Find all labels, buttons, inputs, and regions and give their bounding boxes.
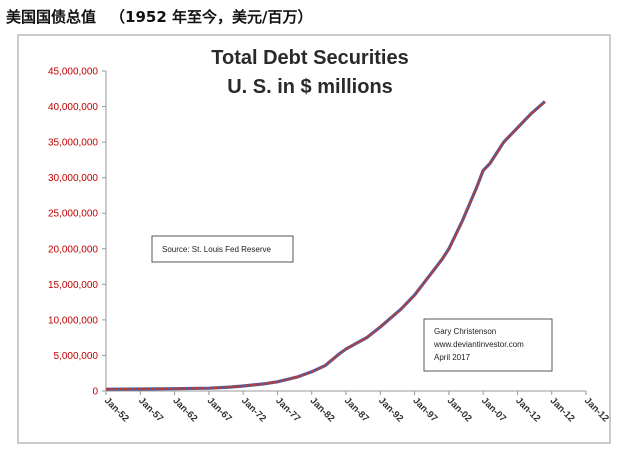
y-tick-label: 35,000,000 bbox=[48, 138, 98, 149]
y-tick-label: 5,000,000 bbox=[54, 351, 99, 362]
source-annotation: Source: St. Louis Fed Reserve bbox=[162, 245, 271, 254]
y-axis-ticks: 0 5,000,000 10,000,000 15,000,000 20,000,000… bbox=[48, 67, 106, 398]
y-tick-label: 45,000,000 bbox=[48, 67, 98, 78]
y-tick-label: 10,000,000 bbox=[48, 315, 98, 326]
y-tick-label: 30,000,000 bbox=[48, 173, 98, 184]
credit-box bbox=[423, 318, 553, 372]
chart-frame bbox=[17, 34, 611, 444]
series-line-total-debt bbox=[105, 100, 546, 391]
credit-line-3: April 2017 bbox=[434, 353, 471, 362]
y-tick-label: 0 bbox=[92, 387, 98, 398]
heading-years: （1952 年至今，美元/百万） bbox=[110, 8, 313, 26]
y-tick-label: 40,000,000 bbox=[48, 102, 98, 113]
source-box bbox=[151, 235, 294, 263]
credit-line-1: Gary Christenson bbox=[434, 327, 496, 336]
y-tick-label: 25,000,000 bbox=[48, 209, 98, 220]
y-tick-label: 15,000,000 bbox=[48, 280, 98, 291]
page-heading: 美国国债总值 （1952 年至今，美元/百万） bbox=[6, 6, 312, 27]
y-tick-label: 20,000,000 bbox=[48, 244, 98, 255]
credit-line-2: www.deviantinvestor.com bbox=[433, 340, 524, 349]
chart-subtitle: U. S. in $ millions bbox=[227, 76, 393, 98]
heading-text: 美国国债总值 bbox=[6, 8, 97, 26]
chart-title: Total Debt Securities bbox=[211, 47, 408, 69]
